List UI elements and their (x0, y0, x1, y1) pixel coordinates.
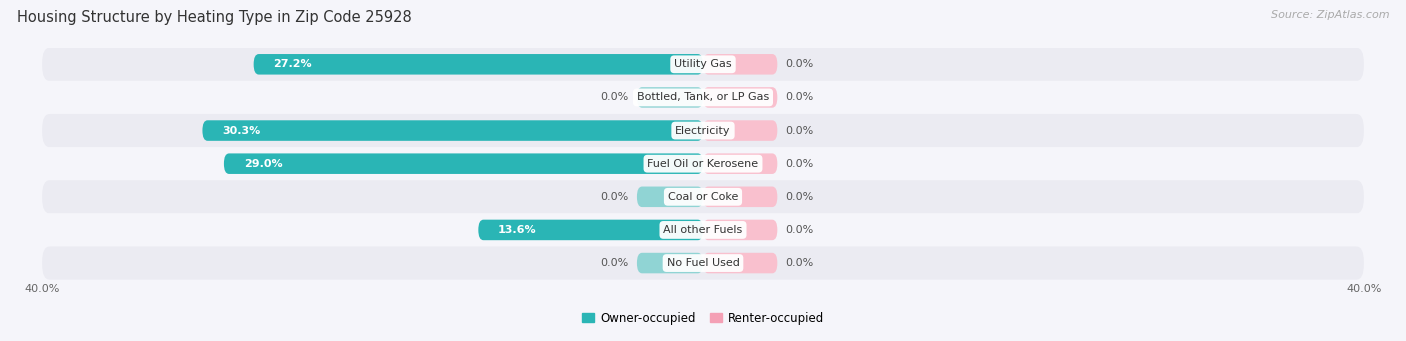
Text: 0.0%: 0.0% (786, 125, 814, 136)
Text: Bottled, Tank, or LP Gas: Bottled, Tank, or LP Gas (637, 92, 769, 102)
FancyBboxPatch shape (253, 54, 703, 75)
Text: 0.0%: 0.0% (786, 59, 814, 69)
Text: 13.6%: 13.6% (498, 225, 537, 235)
Text: 0.0%: 0.0% (600, 92, 628, 102)
FancyBboxPatch shape (703, 253, 778, 273)
Text: 0.0%: 0.0% (600, 258, 628, 268)
Text: 0.0%: 0.0% (786, 225, 814, 235)
FancyBboxPatch shape (637, 187, 703, 207)
Text: Source: ZipAtlas.com: Source: ZipAtlas.com (1271, 10, 1389, 20)
FancyBboxPatch shape (202, 120, 703, 141)
Text: Utility Gas: Utility Gas (675, 59, 731, 69)
Text: All other Fuels: All other Fuels (664, 225, 742, 235)
Legend: Owner-occupied, Renter-occupied: Owner-occupied, Renter-occupied (582, 312, 824, 325)
FancyBboxPatch shape (42, 247, 1364, 280)
FancyBboxPatch shape (42, 81, 1364, 114)
Text: No Fuel Used: No Fuel Used (666, 258, 740, 268)
FancyBboxPatch shape (478, 220, 703, 240)
FancyBboxPatch shape (42, 213, 1364, 247)
FancyBboxPatch shape (703, 120, 778, 141)
FancyBboxPatch shape (42, 48, 1364, 81)
FancyBboxPatch shape (42, 114, 1364, 147)
Text: 30.3%: 30.3% (222, 125, 260, 136)
Text: 0.0%: 0.0% (786, 92, 814, 102)
Text: Fuel Oil or Kerosene: Fuel Oil or Kerosene (647, 159, 759, 169)
FancyBboxPatch shape (637, 253, 703, 273)
FancyBboxPatch shape (703, 54, 778, 75)
Text: 0.0%: 0.0% (786, 258, 814, 268)
Text: 0.0%: 0.0% (600, 192, 628, 202)
Text: Housing Structure by Heating Type in Zip Code 25928: Housing Structure by Heating Type in Zip… (17, 10, 412, 25)
FancyBboxPatch shape (42, 147, 1364, 180)
Text: 29.0%: 29.0% (243, 159, 283, 169)
FancyBboxPatch shape (703, 187, 778, 207)
Text: 0.0%: 0.0% (786, 159, 814, 169)
FancyBboxPatch shape (42, 180, 1364, 213)
Text: 27.2%: 27.2% (273, 59, 312, 69)
Text: Electricity: Electricity (675, 125, 731, 136)
FancyBboxPatch shape (637, 87, 703, 108)
FancyBboxPatch shape (224, 153, 703, 174)
Text: 0.0%: 0.0% (786, 192, 814, 202)
FancyBboxPatch shape (703, 87, 778, 108)
FancyBboxPatch shape (703, 153, 778, 174)
FancyBboxPatch shape (703, 220, 778, 240)
Text: Coal or Coke: Coal or Coke (668, 192, 738, 202)
